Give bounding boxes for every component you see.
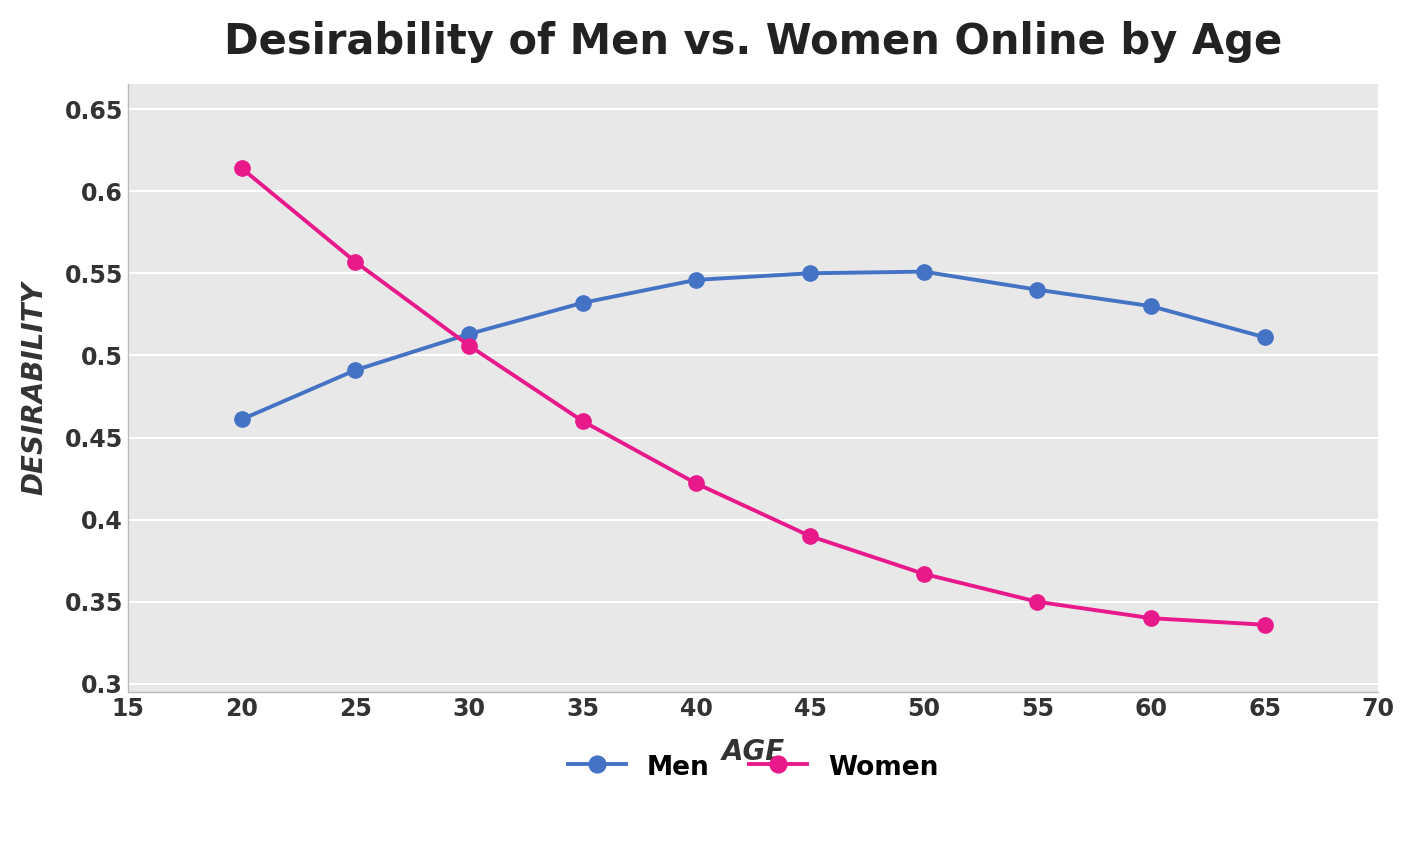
Women (574, 416, 591, 426)
Men (1029, 284, 1046, 295)
Men (347, 365, 364, 376)
Men (1256, 333, 1273, 343)
Men (574, 298, 591, 308)
Y-axis label: DESIRABILITY: DESIRABILITY (20, 281, 48, 495)
X-axis label: AGE: AGE (722, 738, 784, 766)
Women (1029, 597, 1046, 607)
Line: Women: Women (234, 160, 1272, 632)
Women (915, 569, 932, 579)
Men (1142, 301, 1160, 311)
Women (1142, 613, 1160, 623)
Women (688, 479, 705, 489)
Women (347, 257, 364, 267)
Men (915, 267, 932, 277)
Women (801, 531, 818, 541)
Women (233, 163, 250, 173)
Women (460, 340, 477, 350)
Legend: Men, Women: Men, Women (557, 744, 949, 792)
Men (233, 414, 250, 425)
Line: Men: Men (234, 264, 1272, 427)
Men (801, 268, 818, 279)
Men (688, 275, 705, 285)
Men (460, 329, 477, 339)
Title: Desirability of Men vs. Women Online by Age: Desirability of Men vs. Women Online by … (225, 21, 1282, 62)
Women (1256, 619, 1273, 630)
